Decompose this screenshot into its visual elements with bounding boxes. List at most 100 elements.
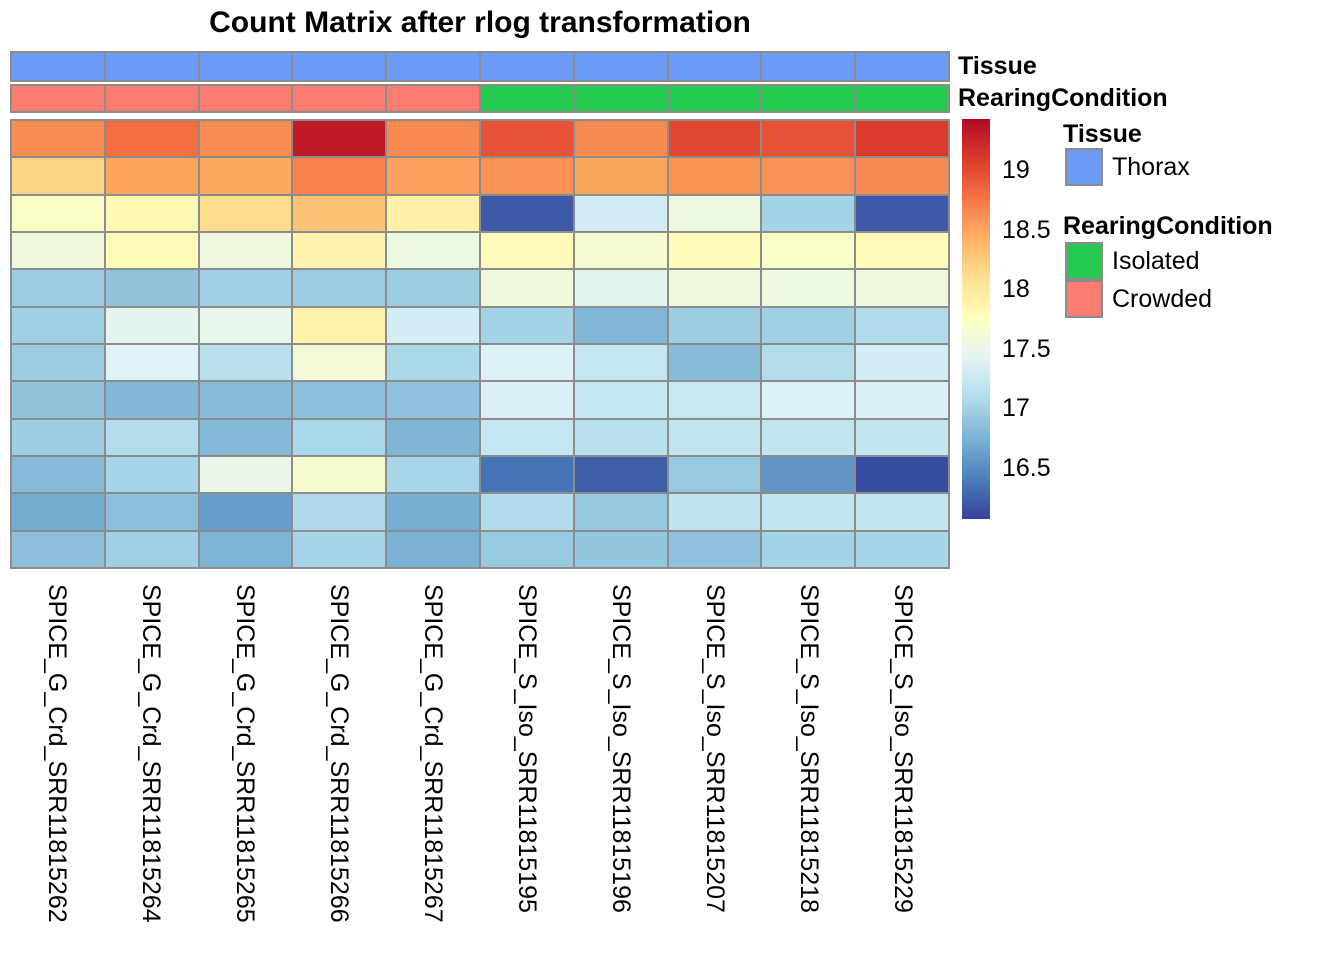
heatmap-cell bbox=[762, 232, 855, 269]
column-label: SPICE_S_Iso_SRR11815229 bbox=[889, 584, 917, 913]
heatmap-cell bbox=[105, 307, 198, 343]
heatmap-cell bbox=[574, 419, 667, 455]
heatmap-cell bbox=[856, 195, 948, 231]
heatmap-cell bbox=[12, 158, 104, 194]
annotation-cell-crowded bbox=[293, 86, 386, 111]
heatmap-cell bbox=[12, 382, 104, 418]
heatmap-cell bbox=[574, 158, 667, 194]
column-label: SPICE_S_Iso_SRR11815195 bbox=[513, 584, 541, 913]
heatmap-cell bbox=[762, 121, 855, 157]
heatmap-cell bbox=[293, 158, 386, 194]
heatmap-cell bbox=[199, 121, 292, 157]
heatmap-cell bbox=[387, 494, 479, 530]
heatmap-cell bbox=[105, 158, 198, 194]
heatmap-cell bbox=[481, 531, 573, 567]
heatmap-cell bbox=[762, 382, 855, 418]
colorbar-gradient bbox=[962, 119, 990, 519]
column-label: SPICE_S_Iso_SRR11815196 bbox=[607, 584, 635, 913]
heatmap-cell bbox=[762, 531, 855, 567]
heatmap-cell bbox=[762, 344, 855, 381]
heatmap-cell bbox=[387, 382, 479, 418]
heatmap-cell bbox=[668, 344, 761, 381]
heatmap-cell bbox=[12, 456, 104, 493]
annotation-cell-isolated bbox=[668, 86, 761, 111]
heatmap-cell bbox=[387, 121, 479, 157]
rearing-condition-annotation-bar bbox=[10, 84, 950, 113]
heatmap-cell bbox=[105, 494, 198, 530]
heatmap-cell bbox=[387, 158, 479, 194]
heatmap-cell bbox=[293, 419, 386, 455]
heatmap-cell bbox=[105, 456, 198, 493]
heatmap-cell bbox=[856, 232, 948, 269]
heatmap-cell bbox=[12, 494, 104, 530]
colorbar-tick-label: 19 bbox=[1002, 156, 1030, 185]
heatmap-cell bbox=[762, 456, 855, 493]
legend-label-isolated: Isolated bbox=[1112, 246, 1200, 275]
heatmap-cell bbox=[668, 158, 761, 194]
heatmap-cell bbox=[293, 307, 386, 343]
colorbar-tick-label: 17.5 bbox=[1002, 334, 1051, 363]
heatmap-cell bbox=[293, 270, 386, 306]
heatmap-cell bbox=[199, 158, 292, 194]
column-label: SPICE_G_Crd_SRR11815267 bbox=[419, 584, 447, 923]
heatmap-cell bbox=[105, 121, 198, 157]
heatmap-cell bbox=[762, 158, 855, 194]
heatmap-cell bbox=[481, 121, 573, 157]
legend-swatch-isolated bbox=[1065, 242, 1103, 280]
heatmap-cell bbox=[856, 382, 948, 418]
heatmap-cell bbox=[481, 344, 573, 381]
heatmap-cell bbox=[668, 270, 761, 306]
heatmap-cell bbox=[762, 494, 855, 530]
colorbar-tick-label: 18 bbox=[1002, 275, 1030, 304]
colorbar-tick-label: 18.5 bbox=[1002, 215, 1051, 244]
heatmap-cell bbox=[574, 121, 667, 157]
heatmap-cell bbox=[481, 456, 573, 493]
heatmap-cell bbox=[199, 456, 292, 493]
column-label: SPICE_G_Crd_SRR11815266 bbox=[325, 584, 353, 923]
heatmap-cell bbox=[481, 419, 573, 455]
heatmap-cell bbox=[856, 121, 948, 157]
heatmap-cell bbox=[293, 344, 386, 381]
heatmap-cell bbox=[199, 307, 292, 343]
heatmap-cell bbox=[105, 419, 198, 455]
heatmap-grid bbox=[10, 119, 950, 569]
heatmap-cell bbox=[481, 382, 573, 418]
heatmap-cell bbox=[387, 344, 479, 381]
heatmap-cell bbox=[574, 232, 667, 269]
heatmap-cell bbox=[574, 270, 667, 306]
column-label: SPICE_S_Iso_SRR11815218 bbox=[795, 584, 823, 913]
heatmap-cell bbox=[481, 270, 573, 306]
heatmap-cell bbox=[574, 344, 667, 381]
heatmap-cell bbox=[856, 531, 948, 567]
heatmap-cell bbox=[856, 158, 948, 194]
heatmap-cell bbox=[12, 531, 104, 567]
heatmap-cell bbox=[293, 382, 386, 418]
heatmap-cell bbox=[762, 419, 855, 455]
heatmap-cell bbox=[12, 344, 104, 381]
heatmap-cell bbox=[199, 382, 292, 418]
heatmap-cell bbox=[856, 270, 948, 306]
annotation-cell-isolated bbox=[856, 86, 948, 111]
annotation-cell-thorax bbox=[105, 53, 198, 80]
heatmap-cell bbox=[387, 195, 479, 231]
heatmap-cell bbox=[856, 344, 948, 381]
heatmap-cell bbox=[668, 494, 761, 530]
annotation-cell-thorax bbox=[293, 53, 386, 80]
heatmap-cell bbox=[668, 307, 761, 343]
annotation-cell-thorax bbox=[12, 53, 104, 80]
heatmap-cell bbox=[762, 270, 855, 306]
heatmap-cell bbox=[668, 456, 761, 493]
heatmap-cell bbox=[105, 531, 198, 567]
heatmap-cell bbox=[668, 382, 761, 418]
heatmap-cell bbox=[199, 270, 292, 306]
annotation-cell-thorax bbox=[481, 53, 573, 80]
column-label: SPICE_G_Crd_SRR11815265 bbox=[231, 584, 259, 923]
heatmap-cell bbox=[481, 158, 573, 194]
heatmap-cell bbox=[481, 494, 573, 530]
heatmap-cell bbox=[387, 419, 479, 455]
heatmap-cell bbox=[574, 382, 667, 418]
heatmap-cell bbox=[105, 270, 198, 306]
annotation-cell-thorax bbox=[387, 53, 479, 80]
colorbar-tick-label: 16.5 bbox=[1002, 453, 1051, 482]
heatmap-cell bbox=[105, 344, 198, 381]
